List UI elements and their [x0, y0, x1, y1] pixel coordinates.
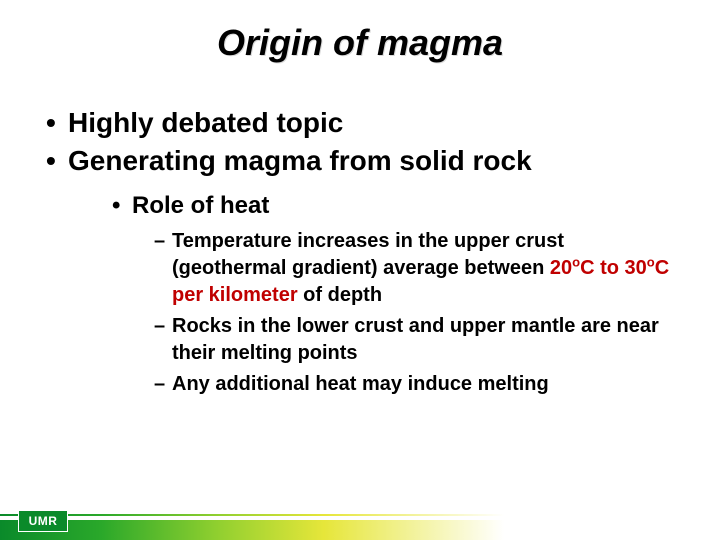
footer-logo: UMR [18, 510, 68, 532]
footer-white-stripe [0, 516, 720, 520]
bullet-text: Rocks in the lower crust and upper mantl… [172, 315, 659, 364]
accent-sup: o [572, 254, 580, 269]
slide: Origin of magma Highly debated topic Gen… [0, 0, 720, 540]
logo-text: UMR [29, 514, 58, 528]
bullet-text-pre: Temperature increases in the upper crust… [172, 230, 564, 279]
accent-num: 20 [550, 257, 572, 279]
bullet-item: Rocks in the lower crust and upper mantl… [154, 313, 680, 367]
bullet-item: Temperature increases in the upper crust… [154, 228, 680, 309]
slide-title: Origin of magma [0, 0, 720, 64]
bullet-text: Generating magma from solid rock [68, 145, 532, 176]
bullet-text: Highly debated topic [68, 107, 343, 138]
bullet-text: Role of heat [132, 192, 269, 219]
bullet-item: Any additional heat may induce melting [154, 371, 680, 398]
bullet-list-level1: Highly debated topic Generating magma fr… [40, 104, 680, 398]
accent-sup: o [647, 254, 655, 269]
bullet-item: Highly debated topic [40, 104, 680, 142]
bullet-text-post: of depth [298, 284, 382, 306]
slide-content: Highly debated topic Generating magma fr… [0, 64, 720, 398]
accent-unit: C to 30 [580, 257, 647, 279]
bullet-list-level3: Temperature increases in the upper crust… [154, 228, 680, 398]
bullet-item: Role of heat Temperature increases in th… [112, 190, 680, 398]
bullet-list-level2: Role of heat Temperature increases in th… [112, 190, 680, 398]
bullet-text: Any additional heat may induce melting [172, 373, 549, 395]
bullet-item: Generating magma from solid rock Role of… [40, 142, 680, 398]
